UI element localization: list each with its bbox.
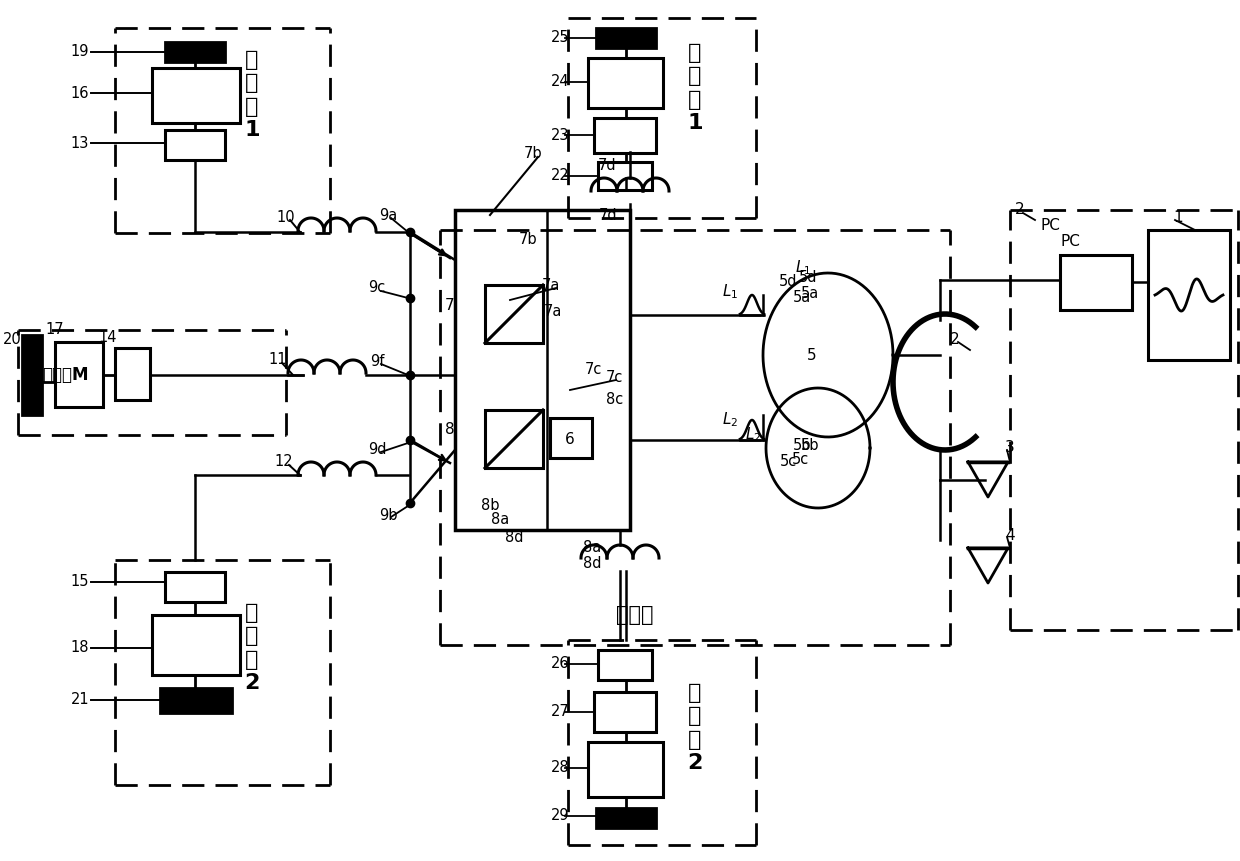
Text: 从
控
方
2: 从 控 方 2 <box>244 604 259 693</box>
Text: 15: 15 <box>71 574 89 590</box>
Bar <box>598 162 652 190</box>
Text: 8: 8 <box>445 423 455 437</box>
Text: 21: 21 <box>71 692 89 708</box>
Text: 24: 24 <box>551 75 569 90</box>
Text: 7b: 7b <box>518 232 537 247</box>
Text: 13: 13 <box>71 135 89 151</box>
Text: 7: 7 <box>445 298 455 313</box>
Bar <box>594 692 656 732</box>
Text: $L_2$: $L_2$ <box>745 425 761 444</box>
Text: 从控方M: 从控方M <box>42 366 88 384</box>
Text: 16: 16 <box>71 85 89 101</box>
Text: 5c: 5c <box>780 455 796 469</box>
Text: PC: PC <box>1040 218 1060 232</box>
Bar <box>55 342 103 407</box>
Bar <box>22 335 42 415</box>
Bar <box>588 742 663 797</box>
Text: 8a: 8a <box>491 512 510 528</box>
Text: 28: 28 <box>551 760 569 776</box>
Text: 25: 25 <box>551 29 569 45</box>
Bar <box>594 118 656 153</box>
Bar <box>1148 230 1230 360</box>
Text: PC: PC <box>1060 234 1080 250</box>
Text: 10: 10 <box>277 210 295 226</box>
Text: 8a: 8a <box>583 541 601 555</box>
Bar <box>165 42 224 62</box>
Bar <box>165 572 224 602</box>
Text: 7d: 7d <box>598 158 616 172</box>
Text: 1: 1 <box>1173 210 1183 226</box>
Bar <box>153 615 241 675</box>
Text: $L_2$: $L_2$ <box>722 411 738 430</box>
Bar <box>160 688 232 713</box>
Text: 9a: 9a <box>379 208 397 222</box>
Bar <box>596 28 656 48</box>
Bar <box>115 348 150 400</box>
Text: 8d: 8d <box>583 555 601 571</box>
Text: 8b: 8b <box>481 498 500 512</box>
Text: 主
控
方
2: 主 控 方 2 <box>687 683 703 773</box>
Bar <box>485 410 543 468</box>
Bar <box>485 285 543 343</box>
Text: 5a: 5a <box>792 290 811 306</box>
Text: 主控方: 主控方 <box>616 605 653 625</box>
Text: 5c: 5c <box>791 453 808 468</box>
Text: 5d: 5d <box>779 275 797 289</box>
Text: 8c: 8c <box>606 393 624 407</box>
Text: 14: 14 <box>99 331 118 345</box>
Text: 23: 23 <box>551 127 569 143</box>
Bar <box>455 210 630 530</box>
Text: 7a: 7a <box>542 277 560 293</box>
Text: 9b: 9b <box>378 507 397 523</box>
Text: 7a: 7a <box>544 305 562 319</box>
Bar <box>1060 255 1132 310</box>
Bar <box>551 418 591 458</box>
Text: 8d: 8d <box>505 530 523 544</box>
Bar <box>598 650 652 680</box>
Text: 27: 27 <box>551 704 569 720</box>
Text: 18: 18 <box>71 641 89 655</box>
Text: 29: 29 <box>551 808 569 822</box>
Text: 7b: 7b <box>523 146 542 160</box>
Text: 7d: 7d <box>599 208 618 222</box>
Text: 9c: 9c <box>368 281 386 295</box>
Text: $L_1$: $L_1$ <box>722 282 738 301</box>
Text: 5b: 5b <box>792 437 811 453</box>
Text: 12: 12 <box>275 455 294 469</box>
Text: 6: 6 <box>565 432 575 448</box>
Bar <box>153 68 241 123</box>
Bar <box>596 808 656 828</box>
Text: 9d: 9d <box>368 443 386 457</box>
Text: 22: 22 <box>551 168 569 183</box>
Text: 7c: 7c <box>584 362 601 377</box>
Text: 4: 4 <box>1006 528 1014 542</box>
Bar <box>588 58 663 108</box>
Text: 7c: 7c <box>605 369 622 385</box>
Text: 5d: 5d <box>799 270 817 286</box>
Text: 3: 3 <box>1006 441 1014 455</box>
Bar <box>165 130 224 160</box>
Text: 26: 26 <box>551 655 569 671</box>
Text: 17: 17 <box>46 323 64 338</box>
Text: $L_1$: $L_1$ <box>795 258 811 277</box>
Text: 从
控
方
1: 从 控 方 1 <box>244 50 259 139</box>
Text: 5b: 5b <box>801 437 820 453</box>
Text: 11: 11 <box>269 352 288 368</box>
Text: 20: 20 <box>2 332 21 348</box>
Text: 5: 5 <box>807 348 817 362</box>
Text: 5a: 5a <box>801 287 820 301</box>
Text: 主
控
方
1: 主 控 方 1 <box>687 43 703 133</box>
Text: 2: 2 <box>950 332 960 348</box>
Text: 2: 2 <box>1016 202 1024 218</box>
Text: 19: 19 <box>71 45 89 59</box>
Text: 9f: 9f <box>370 355 384 369</box>
